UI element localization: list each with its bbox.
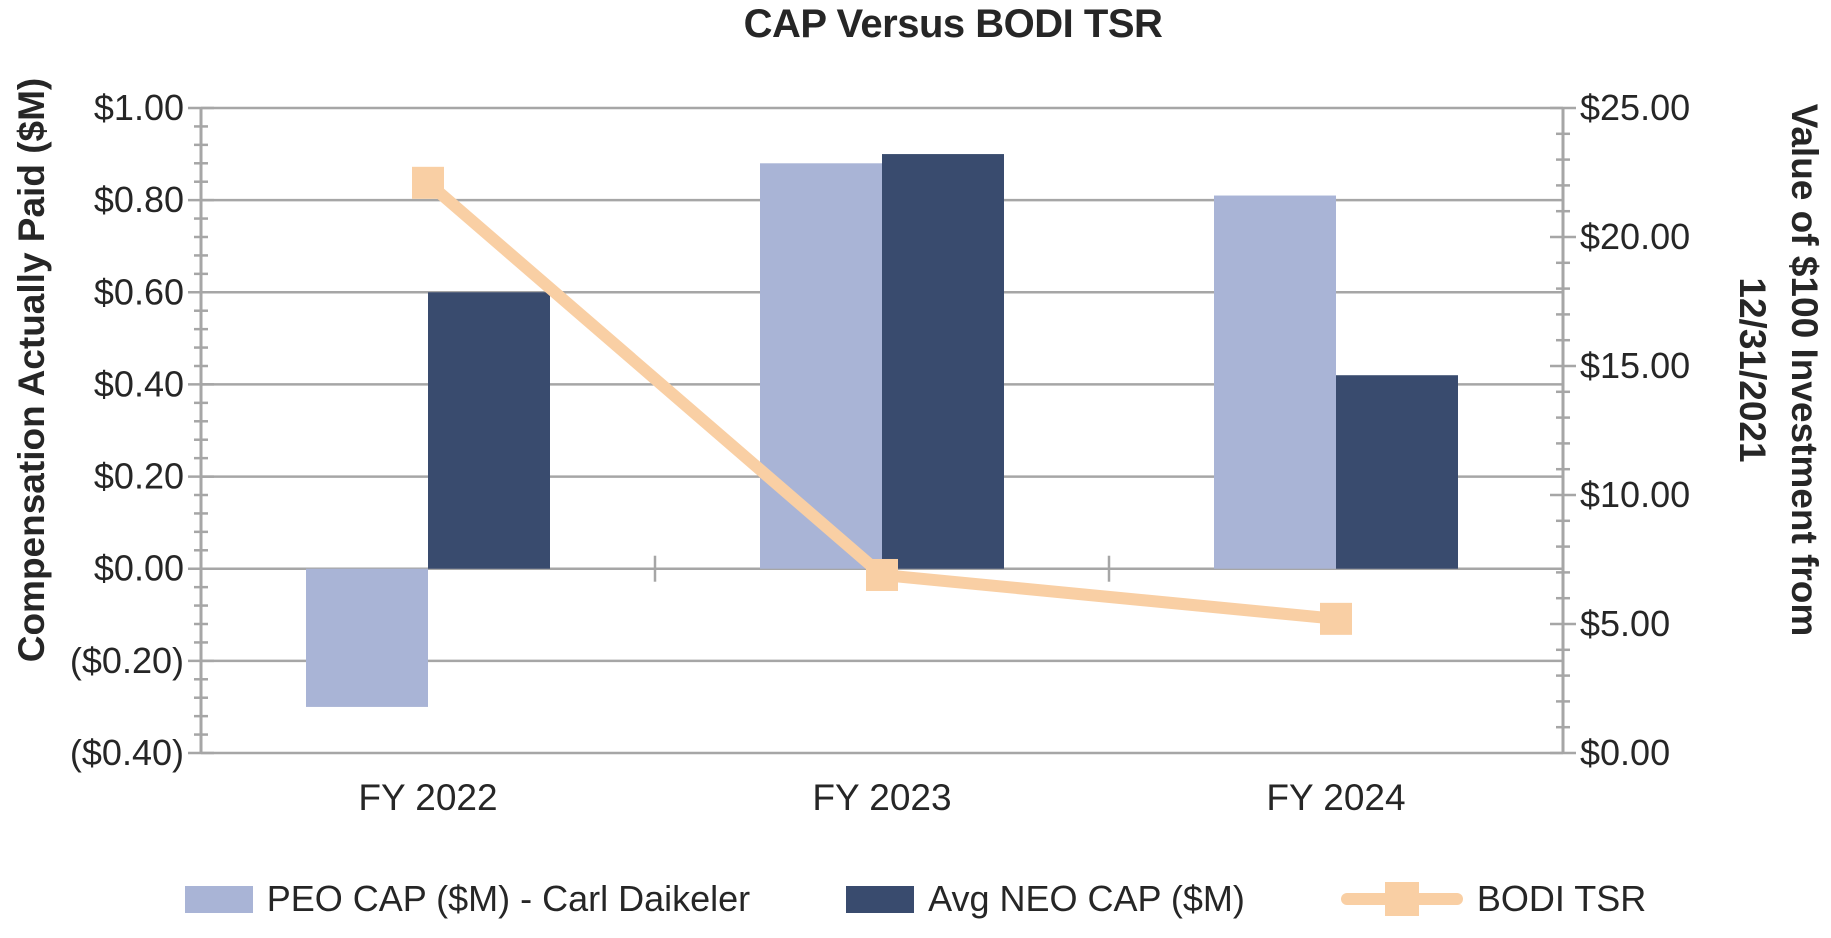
legend-swatch-bar-icon [184,885,253,913]
left-axis-tick-label: $1.00 [94,87,184,128]
legend-swatch-bar-icon [846,885,915,913]
right-axis-tick-label: $0.00 [1580,732,1670,773]
x-axis-category-label: FY 2023 [812,777,951,818]
right-axis-title-line2: 12/31/2021 [1732,277,1773,463]
left-axis-tick-label: $0.80 [94,179,184,220]
bar-series-1 [882,154,1004,569]
right-axis-tick-label: $10.00 [1580,474,1690,515]
bar-series-0 [760,163,882,569]
right-axis-tick-label: $5.00 [1580,603,1670,644]
legend-item: PEO CAP ($M) - Carl Daikeler [184,878,751,920]
left-axis-tick-label: $0.20 [94,456,184,497]
left-axis-tick-label: ($0.20) [70,640,184,681]
left-axis-title: Compensation Actually Paid ($M) [11,77,52,663]
left-axis-tick-label: $0.40 [94,363,184,404]
left-axis-tick-label: ($0.40) [70,732,184,773]
legend-swatch-line-icon [1340,882,1463,916]
bar-series-0 [306,568,428,707]
bar-series-1 [1336,375,1458,569]
legend-label: Avg NEO CAP ($M) [928,878,1245,919]
x-axis-category-label: FY 2024 [1266,777,1405,818]
right-axis-title-line1: Value of $100 Investment from [1784,103,1825,637]
legend-label: PEO CAP ($M) - Carl Daikeler [266,878,751,919]
chart-title: CAP Versus BODI TSR [743,2,1163,46]
legend-item: Avg NEO CAP ($M) [846,878,1245,920]
tsr-marker [1320,602,1352,635]
tsr-marker [866,558,898,591]
right-axis-tick-label: $25.00 [1580,87,1690,128]
tsr-marker [412,166,444,199]
legend-label: BODI TSR [1476,878,1647,919]
bar-series-1 [428,292,550,569]
legend-marker-icon [1384,882,1419,916]
chart-legend: PEO CAP ($M) - Carl Daikeler Avg NEO CAP … [0,878,1831,920]
x-axis-category-label: FY 2022 [358,777,497,818]
legend-item: BODI TSR [1340,878,1647,920]
bar-series-0 [1214,195,1336,569]
right-axis-tick-label: $20.00 [1580,216,1690,257]
right-axis-tick-label: $15.00 [1580,345,1690,386]
left-axis-tick-label: $0.60 [94,271,184,312]
left-axis-tick-label: $0.00 [94,548,184,589]
